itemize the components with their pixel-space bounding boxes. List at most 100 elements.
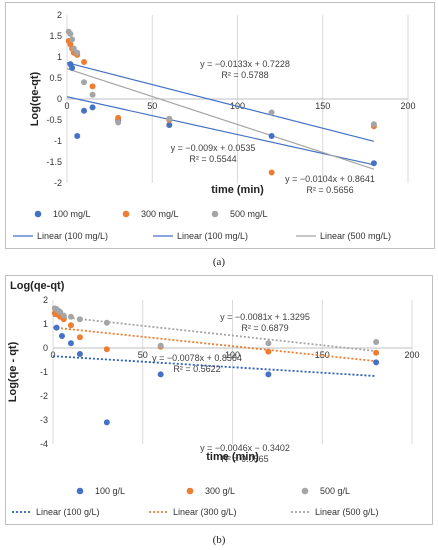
legend-label-1: 300 mg/L [141,209,179,219]
y-tick-label: -1 [54,136,62,146]
data-point-s2 [373,339,380,345]
caption-a: (a) [212,256,226,268]
y-tick-label: 2 [43,295,48,305]
trendline-0 [52,355,377,377]
trendline-2 [52,315,377,352]
data-point-s2 [70,45,77,52]
y-tick-label: -1.5 [46,157,62,167]
data-point-s0 [373,359,380,366]
legend-label-1: 300 g/L [205,486,235,496]
legend-marker-2 [211,210,219,218]
y-tick-label: -2 [40,391,48,401]
x-tick-label: 200 [404,350,419,360]
legend-marker-2 [301,487,309,495]
data-point-s0 [69,64,76,71]
data-point-s2 [74,49,81,56]
legend-trend-label-2: Linear (500 mg/L) [320,231,391,241]
data-point-s1 [89,83,96,90]
data-point-s2 [157,342,164,349]
legend-marker-1 [122,210,130,218]
legend-label-2: 500 g/L [320,486,350,496]
legend-label-2: 500 mg/L [230,209,268,219]
legend-trend-label-0: Linear (100 mg/L) [37,231,108,241]
data-point-s0 [58,333,65,339]
y-tick-label: 1 [57,52,62,62]
trendline-1 [66,96,375,166]
x-tick-label: 200 [400,101,415,111]
trend-equation-0: y = −0.0104x + 0.8641 [285,174,375,184]
data-point-s1 [103,346,110,353]
data-point-s1 [76,334,83,341]
x-tick-label: 100 [225,350,240,360]
data-point-s1 [268,169,275,176]
trend-equation-2: y = −0.0133x + 0.7228 [200,59,290,69]
chart-title: Log(qe-qt) [10,280,65,292]
x-axis-title: time (min) [211,184,264,196]
x-tick-label: 50 [138,350,148,360]
legend-trend-label-2: Linear (500 g/L) [315,507,379,517]
chart-frame-b [5,275,433,525]
y-axis-title: Log(qe-qt) [29,71,41,126]
trendline-0 [66,62,375,142]
data-point-s2 [166,115,173,122]
trend-equation-1: y = −0.009x + 0.0535 [171,143,256,153]
legend-label-0: 100 g/L [95,486,125,496]
trend-r2-0: R² = 0.5656 [306,185,353,195]
y-tick-label: 1.5 [49,31,62,41]
trend-equation-2: y = −0.0081x + 1.3295 [220,312,310,322]
data-point-s2 [265,340,272,347]
data-point-s0 [89,104,96,111]
legend-trend-label-1: Linear (300 g/L) [173,507,237,517]
trendline-2 [66,68,375,170]
data-point-s2 [89,91,96,98]
data-point-s0 [103,419,110,426]
data-point-s0 [265,371,272,378]
y-tick-label: 0.5 [49,73,62,83]
data-point-s0 [166,122,173,129]
data-point-s2 [67,313,74,320]
chart-frame-a [5,2,435,249]
trend-equation-1: y = −0.0078x + 0.8564 [152,353,242,363]
data-point-s0 [53,324,60,331]
legend-trend-label-1: Linear (100 mg/L) [177,231,248,241]
y-tick-label: -3 [40,415,48,425]
y-tick-label: -2 [54,178,62,188]
data-point-s2 [81,79,88,86]
data-point-s2 [76,316,83,323]
data-point-s0 [370,160,377,167]
data-point-s1 [67,322,74,329]
data-point-s2 [370,121,377,128]
data-point-s0 [76,351,83,357]
trend-r2-1: R² = 0.5544 [189,154,236,164]
trend-r2-1: R² = 0.5622 [173,364,220,374]
data-point-s2 [268,109,275,116]
x-tick-label: 150 [315,101,330,111]
data-point-s2 [103,319,110,326]
y-axis-title: Log(qe - qt) [7,341,19,402]
x-tick-label: 0 [64,101,69,111]
x-tick-label: 50 [147,101,157,111]
data-point-s0 [81,107,88,114]
caption-b: (b) [212,534,226,546]
data-point-s0 [74,132,81,139]
data-point-s0 [268,132,275,139]
y-tick-label: -1 [40,367,48,377]
y-tick-label: 2 [57,10,62,20]
trend-r2-2: R² = 0.5788 [221,70,268,80]
legend-label-0: 100 mg/L [53,209,91,219]
data-point-s1 [81,59,88,66]
y-tick-label: -0.5 [46,115,62,125]
legend-trend-label-0: Linear (100 g/L) [36,507,100,517]
legend-marker-0 [34,210,42,218]
data-point-s1 [373,349,380,356]
data-point-s1 [115,114,122,121]
trend-r2-2: R² = 0.6879 [241,323,288,333]
legend-marker-1 [186,487,194,495]
data-point-s2 [115,119,122,126]
data-point-s1 [265,348,272,355]
y-tick-label: 1 [43,319,48,329]
data-point-s2 [60,312,67,319]
y-tick-label: 0 [43,343,48,353]
